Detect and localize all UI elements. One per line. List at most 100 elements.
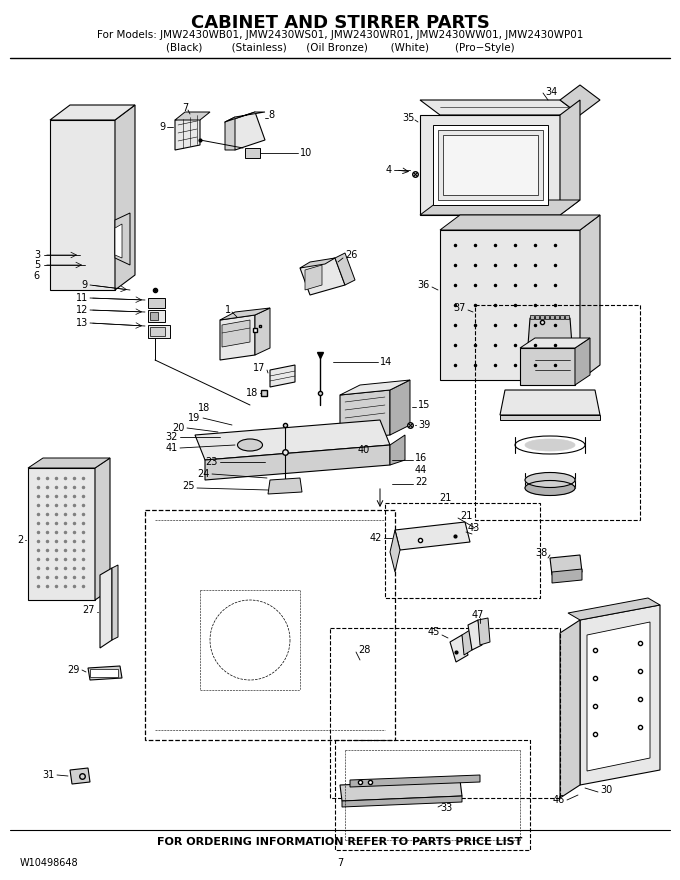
Text: 37: 37 xyxy=(454,303,466,313)
Text: 4: 4 xyxy=(386,165,392,175)
Polygon shape xyxy=(530,315,534,319)
Polygon shape xyxy=(500,390,600,415)
Polygon shape xyxy=(335,253,355,285)
Text: 7: 7 xyxy=(182,103,188,113)
Polygon shape xyxy=(390,530,400,572)
Text: 21: 21 xyxy=(439,493,452,503)
Polygon shape xyxy=(555,315,559,319)
Polygon shape xyxy=(552,569,582,583)
Polygon shape xyxy=(195,420,390,460)
Polygon shape xyxy=(112,565,118,640)
Text: 3: 3 xyxy=(34,250,40,260)
Polygon shape xyxy=(100,568,112,648)
Text: For Models: JMW2430WB01, JMW2430WS01, JMW2430WR01, JMW2430WW01, JMW2430WP01: For Models: JMW2430WB01, JMW2430WS01, JM… xyxy=(97,30,583,40)
Text: 24: 24 xyxy=(198,469,210,479)
Text: 28: 28 xyxy=(358,645,371,655)
Text: 21: 21 xyxy=(460,511,473,521)
Text: 23: 23 xyxy=(205,457,218,467)
Text: CABINET AND STIRRER PARTS: CABINET AND STIRRER PARTS xyxy=(190,14,490,32)
Polygon shape xyxy=(440,230,580,380)
Polygon shape xyxy=(115,224,122,258)
Polygon shape xyxy=(565,315,569,319)
Polygon shape xyxy=(390,380,410,435)
Polygon shape xyxy=(88,666,122,680)
Polygon shape xyxy=(300,258,345,295)
Text: 10: 10 xyxy=(300,148,312,158)
Polygon shape xyxy=(148,325,170,338)
Polygon shape xyxy=(340,380,410,395)
Polygon shape xyxy=(350,775,480,787)
Text: 34: 34 xyxy=(545,87,557,97)
Polygon shape xyxy=(433,125,548,205)
Polygon shape xyxy=(560,100,580,215)
Text: 41: 41 xyxy=(166,443,178,453)
Polygon shape xyxy=(520,348,575,385)
Polygon shape xyxy=(115,213,130,265)
Text: 1: 1 xyxy=(225,305,231,315)
Polygon shape xyxy=(500,415,600,420)
Polygon shape xyxy=(560,85,600,115)
Polygon shape xyxy=(270,365,295,387)
Ellipse shape xyxy=(525,480,575,495)
Polygon shape xyxy=(462,630,472,655)
Polygon shape xyxy=(342,796,462,807)
Polygon shape xyxy=(175,112,210,120)
Polygon shape xyxy=(300,258,335,268)
Bar xyxy=(90,669,118,677)
Polygon shape xyxy=(395,522,470,550)
Polygon shape xyxy=(225,117,235,150)
Polygon shape xyxy=(390,435,405,465)
Text: 20: 20 xyxy=(173,423,185,433)
Polygon shape xyxy=(150,327,165,336)
Text: 29: 29 xyxy=(67,665,80,675)
Polygon shape xyxy=(255,308,270,355)
Bar xyxy=(145,510,395,740)
Polygon shape xyxy=(587,622,650,771)
Bar xyxy=(385,503,540,598)
Polygon shape xyxy=(305,265,322,290)
Text: 17: 17 xyxy=(253,363,265,373)
Text: 18: 18 xyxy=(198,403,210,413)
Text: 19: 19 xyxy=(188,413,200,423)
Polygon shape xyxy=(205,445,390,480)
Polygon shape xyxy=(550,555,582,575)
Text: 18: 18 xyxy=(245,388,258,398)
Text: 9: 9 xyxy=(159,122,165,132)
Polygon shape xyxy=(550,315,554,319)
Text: 27: 27 xyxy=(82,605,95,615)
Text: 6: 6 xyxy=(34,271,40,281)
Polygon shape xyxy=(70,768,90,784)
Polygon shape xyxy=(420,115,560,215)
Text: 46: 46 xyxy=(553,795,565,805)
Text: FOR ORDERING INFORMATION REFER TO PARTS PRICE LIST: FOR ORDERING INFORMATION REFER TO PARTS … xyxy=(157,837,523,847)
Polygon shape xyxy=(50,105,135,120)
Text: 12: 12 xyxy=(75,305,88,315)
Polygon shape xyxy=(443,135,538,195)
Polygon shape xyxy=(560,315,564,319)
Text: 16: 16 xyxy=(415,453,427,463)
Polygon shape xyxy=(540,315,544,319)
Polygon shape xyxy=(220,308,270,320)
Text: 5: 5 xyxy=(34,260,40,270)
Polygon shape xyxy=(28,458,110,468)
Polygon shape xyxy=(148,310,165,322)
Text: 7: 7 xyxy=(337,858,343,868)
Text: W10498648: W10498648 xyxy=(20,858,79,868)
Polygon shape xyxy=(95,458,110,600)
Polygon shape xyxy=(528,318,572,345)
Polygon shape xyxy=(580,215,600,380)
Polygon shape xyxy=(450,635,468,662)
Ellipse shape xyxy=(237,439,262,451)
Polygon shape xyxy=(560,620,580,798)
Text: 47: 47 xyxy=(472,610,484,620)
Text: 9: 9 xyxy=(82,280,88,290)
Text: (Black)         (Stainless)      (Oil Bronze)       (White)        (Pro−Style): (Black) (Stainless) (Oil Bronze) (White)… xyxy=(166,43,514,53)
Text: 42: 42 xyxy=(370,533,382,543)
Polygon shape xyxy=(420,100,580,115)
Text: 40: 40 xyxy=(358,445,370,455)
Text: 14: 14 xyxy=(380,357,392,367)
Polygon shape xyxy=(175,115,200,150)
Text: 13: 13 xyxy=(75,318,88,328)
Polygon shape xyxy=(222,320,250,347)
Bar xyxy=(335,740,530,850)
